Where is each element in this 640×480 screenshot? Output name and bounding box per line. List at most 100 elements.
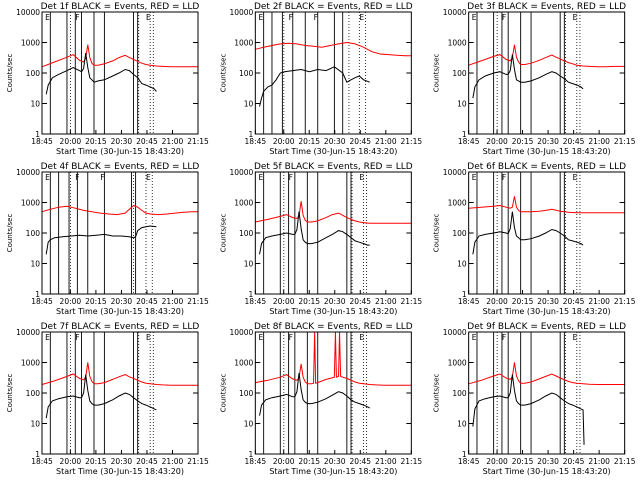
attenuator-state-label: F	[289, 333, 293, 342]
series-events-line	[259, 211, 370, 255]
attenuator-state-label: F	[75, 333, 79, 342]
x-tick-label: 20:45	[563, 457, 585, 466]
y-axis-label: Counts/sec	[6, 214, 14, 253]
attenuator-state-label: E	[146, 333, 151, 342]
panel-title: Det 5f BLACK = Events, RED = LLD	[254, 162, 413, 172]
x-tick-label: 18:45	[31, 297, 53, 306]
attenuator-state-label: F	[502, 13, 506, 22]
x-tick-label: 20:45	[136, 297, 158, 306]
plot-frame	[41, 331, 199, 455]
x-tick-label: 20:45	[136, 457, 158, 466]
x-tick-label: 20:15	[85, 297, 107, 306]
attenuator-state-label: E	[45, 13, 50, 22]
y-tick-label: 1000	[21, 39, 40, 48]
plot-frame	[254, 11, 412, 135]
x-tick-label: 21:15	[401, 297, 423, 306]
attenuator-state-label: E	[472, 13, 477, 22]
panel-title: Det 2f BLACK = Events, RED = LLD	[254, 2, 413, 12]
y-tick-label: 100	[239, 229, 254, 238]
x-tick-label: 20:00	[486, 297, 508, 306]
y-axis-label: Counts/sec	[219, 374, 227, 413]
y-tick-label: 10000	[16, 168, 40, 177]
y-tick-label: 10	[457, 420, 467, 429]
series-events-line	[472, 54, 584, 99]
y-tick-label: 1	[249, 290, 254, 299]
x-tick-label: 18:45	[245, 457, 267, 466]
x-tick-label: 20:30	[111, 297, 133, 306]
x-tick-label: 18:45	[458, 297, 480, 306]
x-tick-label: 21:15	[187, 137, 209, 146]
attenuator-state-label: E	[45, 173, 50, 182]
x-tick-label: 20:00	[486, 137, 508, 146]
panel-title: Det 6f BLACK = Events, RED = LLD	[467, 162, 626, 172]
y-tick-label: 100	[452, 389, 467, 398]
series-lld-line	[41, 44, 198, 68]
panel-title: Det 8f BLACK = Events, RED = LLD	[254, 322, 413, 332]
y-tick-label: 1	[249, 130, 254, 139]
y-tick-label: 100	[26, 229, 41, 238]
y-axis-label: Counts/sec	[6, 54, 14, 93]
y-tick-label: 1000	[21, 359, 40, 368]
x-tick-label: 20:00	[60, 457, 82, 466]
attenuator-state-label: E	[146, 13, 151, 22]
y-tick-label: 1000	[448, 359, 467, 368]
x-tick-label: 20:45	[563, 137, 585, 146]
series-lld-line	[468, 44, 625, 68]
x-tick-label: 18:45	[245, 137, 267, 146]
x-tick-label: 20:00	[273, 297, 295, 306]
x-tick-label: 18:45	[31, 137, 53, 146]
series-lld-line	[255, 331, 412, 386]
x-axis-label: Start Time (30-Jun-15 18:43:20)	[56, 147, 184, 156]
y-tick-label: 1000	[234, 39, 253, 48]
y-axis-label: Counts/sec	[219, 54, 227, 93]
x-tick-label: 20:00	[60, 297, 82, 306]
x-tick-label: 20:15	[512, 137, 534, 146]
x-tick-label: 20:30	[324, 457, 346, 466]
panel-title: Det 4f BLACK = Events, RED = LLD	[41, 162, 200, 172]
attenuator-state-label: E	[472, 173, 477, 182]
y-tick-label: 10	[244, 100, 254, 109]
y-tick-label: 10	[30, 420, 40, 429]
series-events-line	[472, 211, 584, 255]
y-tick-label: 100	[239, 69, 254, 78]
y-axis-label: Counts/sec	[219, 214, 227, 253]
attenuator-state-label: F	[502, 173, 506, 182]
x-tick-label: 20:15	[512, 297, 534, 306]
x-tick-label: 20:45	[563, 297, 585, 306]
x-axis-label: Start Time (30-Jun-15 18:43:20)	[483, 467, 611, 476]
attenuator-state-label: F	[75, 13, 79, 22]
y-tick-label: 10000	[443, 8, 467, 17]
plot-frame	[468, 331, 626, 455]
plot-frame	[468, 11, 626, 135]
series-events-line	[45, 374, 157, 419]
x-axis-label: Start Time (30-Jun-15 18:43:20)	[56, 467, 184, 476]
x-tick-label: 20:45	[136, 137, 158, 146]
attenuator-state-label: F	[289, 13, 293, 22]
y-tick-label: 10	[244, 420, 254, 429]
x-tick-label: 20:30	[324, 137, 346, 146]
x-tick-label: 20:30	[537, 457, 559, 466]
attenuator-state-label: E	[573, 333, 578, 342]
plot-frame	[41, 171, 199, 295]
attenuator-state-label: E	[258, 13, 263, 22]
x-tick-label: 21:00	[588, 297, 610, 306]
attenuator-state-label: F	[314, 13, 318, 22]
attenuator-state-label: F	[100, 173, 104, 182]
x-axis-label: Start Time (30-Jun-15 18:43:20)	[269, 147, 397, 156]
x-axis-label: Start Time (30-Jun-15 18:43:20)	[56, 307, 184, 316]
attenuator-state-label: F	[289, 173, 293, 182]
panel-title: Det 3f BLACK = Events, RED = LLD	[467, 2, 626, 12]
x-tick-label: 20:15	[298, 297, 320, 306]
x-tick-label: 21:00	[375, 297, 397, 306]
attenuator-state-label: E	[359, 333, 364, 342]
x-tick-label: 21:00	[162, 137, 184, 146]
series-lld-line	[255, 201, 412, 224]
y-tick-label: 100	[26, 69, 41, 78]
y-tick-label: 1000	[448, 39, 467, 48]
